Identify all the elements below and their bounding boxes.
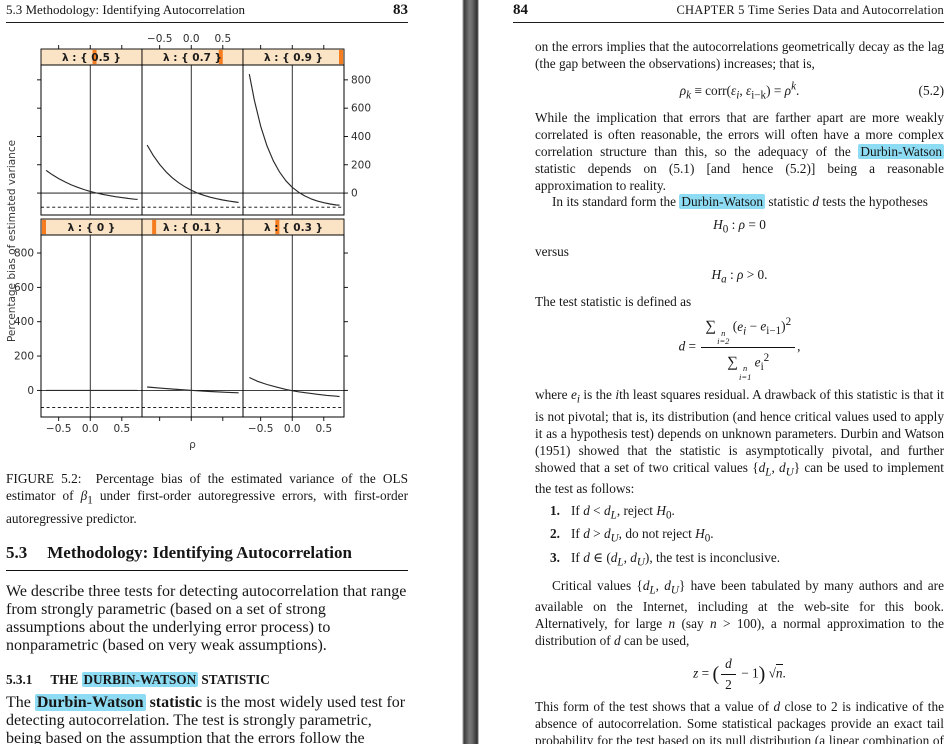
list-item-text: If d > dU, do not reject H0. xyxy=(571,526,714,545)
equation-5-2-body: ρk ≡ corr(εi, εi−k) = ρk. xyxy=(679,80,800,102)
equation-d: d = ∑ n i=2 (ei − ei−1)2 ∑ n i=1 ei2, xyxy=(535,313,944,382)
svg-text:0: 0 xyxy=(27,385,34,397)
running-header-chapter: CHAPTER 5 Time Series Data and Autocorre… xyxy=(676,3,944,18)
svg-text:λ : { 0 }: λ : { 0 } xyxy=(68,222,116,234)
figure-5-2: λ : { 0.5 } λ : { 0.7 } −0.5 0.0 0.5 λ : { 0.… xyxy=(6,31,408,460)
svg-text:0.0: 0.0 xyxy=(284,423,301,435)
equation-h0: H0 : ρ = 0 xyxy=(713,217,766,236)
svg-text:600: 600 xyxy=(351,103,371,115)
svg-text:λ : { 0.9 }: λ : { 0.9 } xyxy=(264,52,323,64)
svg-text:400: 400 xyxy=(14,316,34,328)
figure-caption: FIGURE 5.2: Percentage bias of the estim… xyxy=(6,471,408,526)
page-number-right: 84 xyxy=(513,2,528,18)
paragraph-critical-values: Critical values {dL, dU} have been tabul… xyxy=(535,577,944,649)
svg-text:0.5: 0.5 xyxy=(315,423,332,435)
svg-text:400: 400 xyxy=(351,131,371,143)
versus-label: versus xyxy=(535,243,569,259)
svg-text:λ : { 0.3 }: λ : { 0.3 } xyxy=(264,222,323,234)
durbin-watson-paragraph: The Durbin-Watson statistic is the most … xyxy=(6,693,406,744)
subsection-number: 5.3.1 xyxy=(6,671,33,687)
list-item-number: 1. xyxy=(550,503,560,519)
section-heading-5-3: 5.3 Methodology: Identifying Autocorrela… xyxy=(6,543,408,571)
list-item-text: If d < dL, reject H0. xyxy=(571,503,675,522)
svg-text:800: 800 xyxy=(351,74,371,86)
svg-text:600: 600 xyxy=(14,282,34,294)
decision-rule-list: 1. If d < dL, reject H0. 2. If d > dU, d… xyxy=(535,502,944,572)
list-item: 2. If d > dU, do not reject H0. xyxy=(535,525,944,548)
svg-text:800: 800 xyxy=(14,248,34,260)
equation-ha: Ha : ρ > 0. xyxy=(711,266,768,286)
svg-text:λ : { 0.5 }: λ : { 0.5 } xyxy=(62,52,121,64)
paragraph-where: where ei is the ith least squares residu… xyxy=(535,387,944,497)
svg-text:0: 0 xyxy=(351,188,358,200)
running-header-title: 5.3 Methodology: Identifying Autocorrela… xyxy=(6,2,246,17)
lattice-bias-chart: λ : { 0.5 } λ : { 0.7 } −0.5 0.0 0.5 λ : { 0.… xyxy=(6,33,371,451)
svg-text:0.5: 0.5 xyxy=(113,423,130,435)
list-item-text: If d ∈ (dL, dU), the test is inconclusiv… xyxy=(571,549,781,569)
page-right: 84 CHAPTER 5 Time Series Data and Autoco… xyxy=(479,0,950,744)
subsection-title: THE DURBIN-WATSON STATISTIC xyxy=(50,671,270,687)
svg-text:λ : { 0.1 }: λ : { 0.1 } xyxy=(163,222,222,234)
section-number: 5.3 xyxy=(6,542,28,562)
svg-text:Percentage bias of estimated v: Percentage bias of estimated variance xyxy=(6,140,18,342)
paragraph-form: This form of the test shows that a value… xyxy=(535,699,944,744)
svg-text:−0.5: −0.5 xyxy=(46,423,72,435)
svg-text:−0.5: −0.5 xyxy=(147,33,173,45)
list-item-number: 2. xyxy=(550,526,560,542)
equation-5-2: ρk ≡ corr(εi, εi−k) = ρk. (5.2) xyxy=(535,78,944,105)
list-item: 1. If d < dL, reject H0. xyxy=(535,502,944,525)
svg-text:0.0: 0.0 xyxy=(183,33,200,45)
list-item: 3. If d ∈ (dL, dU), the test is inconclu… xyxy=(535,549,944,572)
page-left: 5.3 Methodology: Identifying Autocorrela… xyxy=(0,0,462,744)
left-running-header: 5.3 Methodology: Identifying Autocorrela… xyxy=(6,2,408,23)
subsection-heading-5-3-1: 5.3.1 THE DURBIN-WATSON STATISTIC xyxy=(6,671,408,688)
paragraph-teststat: The test statistic is defined as xyxy=(535,293,692,309)
svg-text:ρ: ρ xyxy=(189,439,196,451)
paragraph-while: While the implication that errors that a… xyxy=(535,109,944,193)
section-title: Methodology: Identifying Autocorrelation xyxy=(47,542,352,562)
chapter-label: CHAPTER 5 xyxy=(676,3,745,17)
right-running-header: 84 CHAPTER 5 Time Series Data and Autoco… xyxy=(513,2,944,23)
svg-text:−0.5: −0.5 xyxy=(248,423,274,435)
equation-z: z = (d 2 − 1) √n. xyxy=(693,656,786,693)
svg-text:0.5: 0.5 xyxy=(214,33,231,45)
equation-5-2-number: (5.2) xyxy=(918,83,944,99)
svg-text:200: 200 xyxy=(14,351,34,363)
chapter-title: Time Series Data and Autocorrelation xyxy=(744,3,944,17)
svg-text:0.0: 0.0 xyxy=(82,423,99,435)
svg-text:200: 200 xyxy=(351,159,371,171)
paragraph-standard-form: In its standard form the Durbin-Watson s… xyxy=(552,194,928,210)
intro-paragraph: We describe three tests for detecting au… xyxy=(6,582,407,654)
page-number-left: 83 xyxy=(393,2,408,18)
list-item-number: 3. xyxy=(550,549,560,565)
svg-text:λ : { 0.7 }: λ : { 0.7 } xyxy=(163,52,222,64)
book-gutter xyxy=(462,0,479,744)
paragraph-decay: on the errors implies that the autocorre… xyxy=(535,39,944,71)
